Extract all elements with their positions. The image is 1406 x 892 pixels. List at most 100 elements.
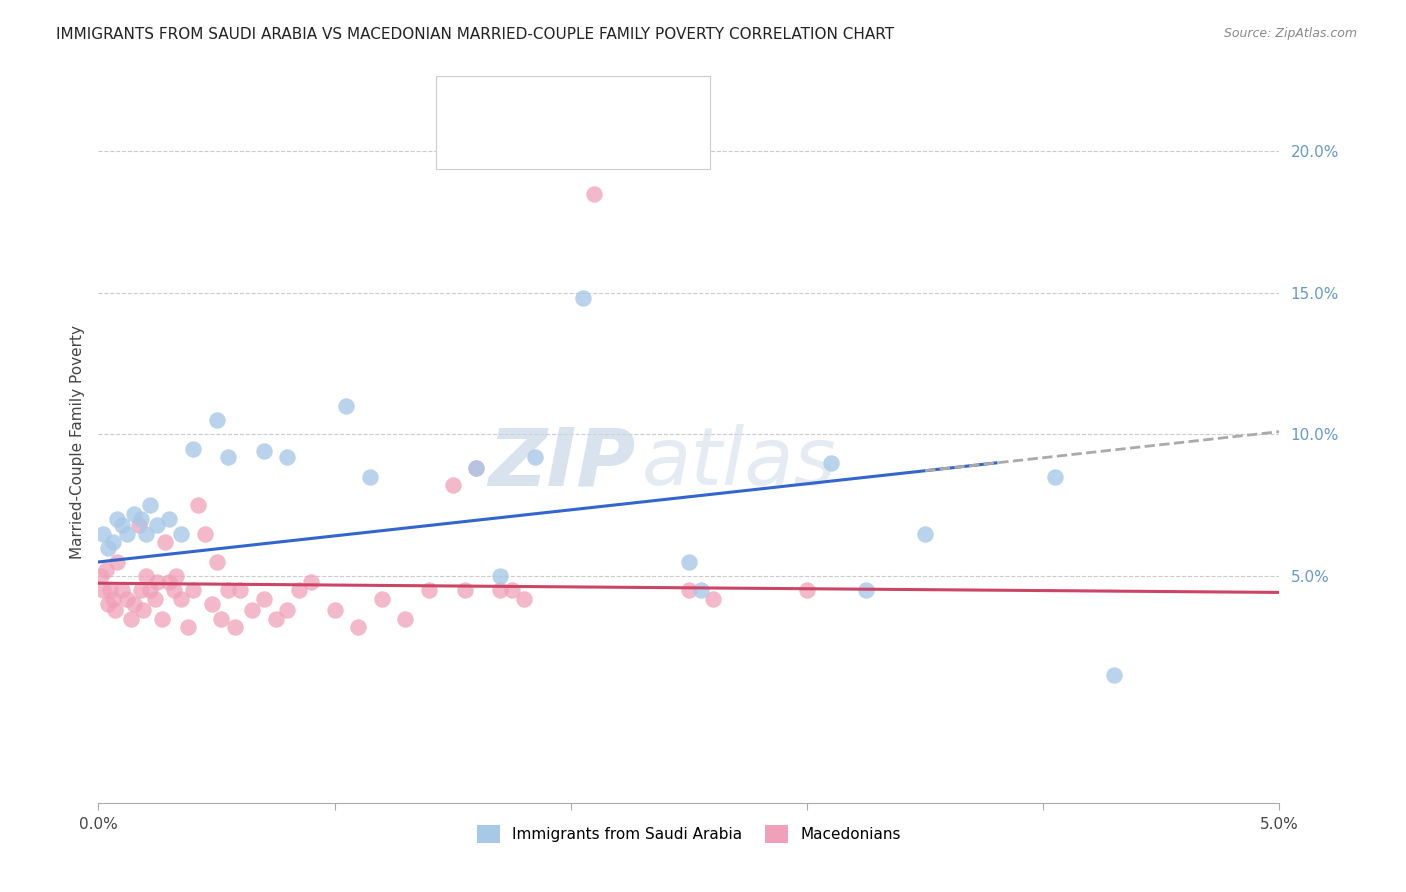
- Point: [820, 456, 842, 470]
- Point: [128, 518, 150, 533]
- Point: [512, 591, 534, 606]
- Text: ■: ■: [454, 135, 471, 153]
- Point: [276, 603, 298, 617]
- Point: [276, 450, 298, 464]
- Point: [97, 598, 120, 612]
- Point: [121, 612, 143, 626]
- Point: [288, 583, 311, 598]
- Point: [163, 583, 186, 598]
- Point: [501, 583, 523, 598]
- Point: [104, 603, 127, 617]
- Point: [101, 535, 124, 549]
- Point: [91, 583, 114, 598]
- Text: 0.303: 0.303: [503, 96, 550, 112]
- Point: [678, 555, 700, 569]
- Point: [465, 461, 488, 475]
- Text: Source: ZipAtlas.com: Source: ZipAtlas.com: [1223, 27, 1357, 40]
- Point: [418, 583, 440, 598]
- Point: [702, 591, 724, 606]
- Point: [571, 292, 593, 306]
- Point: [194, 526, 217, 541]
- Point: [91, 526, 114, 541]
- Point: [465, 461, 488, 475]
- Point: [139, 498, 162, 512]
- Point: [165, 569, 187, 583]
- Point: [371, 591, 394, 606]
- Point: [157, 512, 180, 526]
- Point: [90, 569, 112, 583]
- Text: atlas: atlas: [641, 425, 837, 502]
- Point: [105, 512, 128, 526]
- Point: [489, 569, 512, 583]
- Point: [205, 413, 228, 427]
- Point: [205, 555, 228, 569]
- Point: [441, 478, 464, 492]
- Point: [170, 591, 193, 606]
- Point: [217, 450, 239, 464]
- Point: [224, 620, 246, 634]
- Point: [1102, 668, 1125, 682]
- Point: [122, 507, 145, 521]
- Point: [187, 498, 209, 512]
- Point: [217, 583, 239, 598]
- Point: [323, 603, 346, 617]
- Point: [105, 555, 128, 569]
- Point: [181, 583, 204, 598]
- Point: [132, 603, 155, 617]
- Point: [150, 612, 173, 626]
- Point: [583, 186, 606, 201]
- Point: [98, 583, 121, 598]
- Point: [359, 470, 381, 484]
- Point: [394, 612, 416, 626]
- Point: [115, 526, 138, 541]
- Text: ■: ■: [454, 95, 471, 113]
- Point: [111, 518, 134, 533]
- Point: [111, 583, 134, 598]
- Point: [253, 591, 276, 606]
- Point: [146, 574, 169, 589]
- Y-axis label: Married-Couple Family Poverty: Married-Couple Family Poverty: [69, 325, 84, 558]
- Point: [135, 526, 157, 541]
- Point: [489, 583, 512, 598]
- Point: [209, 612, 232, 626]
- Legend: Immigrants from Saudi Arabia, Macedonians: Immigrants from Saudi Arabia, Macedonian…: [471, 819, 907, 849]
- Text: R =: R =: [474, 136, 505, 152]
- Text: -0.041: -0.041: [503, 136, 555, 152]
- Point: [678, 583, 700, 598]
- Point: [264, 612, 287, 626]
- Point: [796, 583, 818, 598]
- Text: R =: R =: [474, 96, 505, 112]
- Point: [170, 526, 193, 541]
- Point: [914, 526, 936, 541]
- Point: [97, 541, 120, 555]
- Point: [253, 444, 276, 458]
- Point: [1043, 470, 1066, 484]
- Point: [135, 569, 157, 583]
- Point: [335, 399, 357, 413]
- Point: [122, 598, 145, 612]
- Point: [129, 583, 152, 598]
- Text: 56: 56: [591, 136, 610, 152]
- Point: [240, 603, 263, 617]
- Point: [115, 591, 138, 606]
- Point: [453, 583, 475, 598]
- Point: [139, 583, 162, 598]
- Text: IMMIGRANTS FROM SAUDI ARABIA VS MACEDONIAN MARRIED-COUPLE FAMILY POVERTY CORRELA: IMMIGRANTS FROM SAUDI ARABIA VS MACEDONI…: [56, 27, 894, 42]
- Point: [229, 583, 252, 598]
- Point: [181, 442, 204, 456]
- Point: [177, 620, 200, 634]
- Point: [524, 450, 547, 464]
- Text: ZIP: ZIP: [488, 425, 636, 502]
- Point: [855, 583, 877, 598]
- Point: [101, 591, 124, 606]
- Point: [146, 518, 169, 533]
- Point: [689, 583, 711, 598]
- Point: [157, 574, 180, 589]
- Text: 27: 27: [576, 96, 596, 112]
- Text: N =: N =: [548, 96, 581, 112]
- Point: [94, 564, 117, 578]
- Point: [299, 574, 322, 589]
- Text: N =: N =: [562, 136, 595, 152]
- Point: [143, 591, 166, 606]
- Point: [129, 512, 152, 526]
